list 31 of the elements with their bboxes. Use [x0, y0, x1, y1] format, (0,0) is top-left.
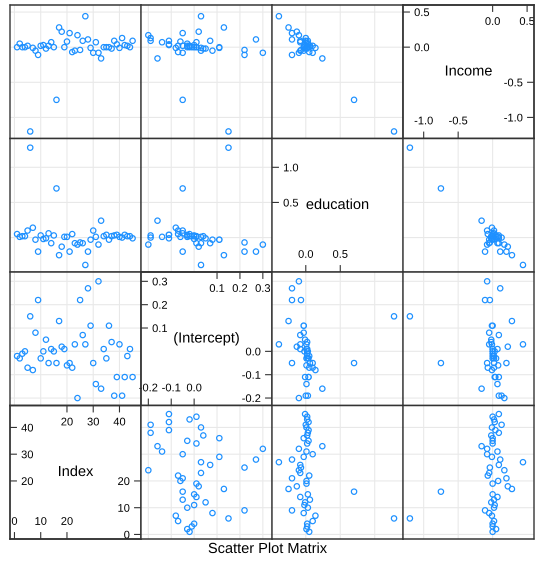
y2-tick-label: -0.2 [242, 394, 260, 402]
x2-tick-label: 0.2 [232, 284, 248, 292]
y2-tick-label: -0.1 [242, 370, 260, 379]
y-tick-label: 0.1 [152, 324, 168, 332]
x2-tick-label: 0.1 [210, 284, 224, 292]
x-tick-label: 0.0 [186, 384, 202, 392]
x2-tick-label: 0.0 [485, 17, 500, 26]
y-tick-label: 0.3 [152, 278, 168, 286]
x-tick-label: 20 [61, 517, 73, 525]
y2-tick-label: 10 [118, 504, 130, 512]
y-tick-label: 0.2 [152, 300, 167, 309]
y2-tick-label: 0 [124, 530, 130, 539]
y-tick-label: 20 [22, 477, 34, 486]
text: (Intercept) [174, 332, 239, 346]
y2-tick-label: 0.0 [246, 348, 260, 356]
x2-tick-label: 0.3 [256, 284, 270, 292]
text: Index [59, 465, 94, 476]
y-tick-label: 40 [21, 424, 34, 432]
text: Scatter Plot Matrix [208, 542, 327, 554]
x2-tick-label: 30 [87, 418, 99, 426]
text: education [306, 198, 368, 210]
x2-tick-label: 40 [114, 418, 126, 426]
y-tick-label: 30 [22, 450, 34, 458]
y2-tick-label: 20 [118, 477, 130, 486]
x-tick-label: -0.1 [162, 384, 180, 392]
text: Income [446, 65, 492, 76]
x-tick-label: 10 [35, 517, 46, 525]
y-tick-label: 1.0 [284, 164, 298, 172]
x2-tick-label: 20 [61, 418, 73, 426]
x-tick-label: 0 [12, 517, 18, 525]
y2-tick-label: -0.5 [504, 78, 522, 86]
